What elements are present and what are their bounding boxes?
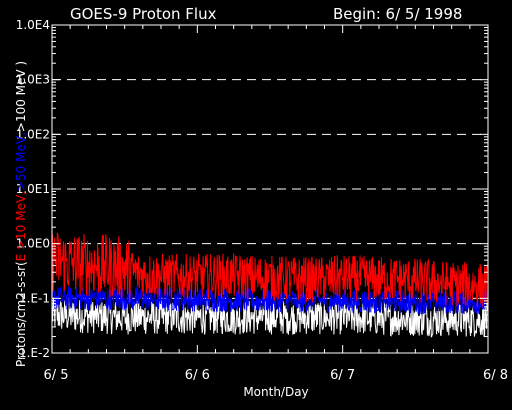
series-line-1	[51, 285, 489, 315]
y-tick-labels: 1.E-2 1.E-1 1.0E0 1.0E1 1.0E2 1.0E3 1.0E4	[16, 18, 50, 360]
x-tick-label: 6/ 6	[185, 368, 210, 383]
plot-frame	[51, 24, 489, 354]
y-tick-label: 1.E-2	[19, 346, 50, 360]
x-tick-label: 6/ 5	[43, 368, 68, 383]
y-axis-label-red: E >10 MeV,	[14, 191, 28, 261]
y-tick-label: 1.0E1	[16, 182, 50, 196]
chart-title: GOES-9 Proton Flux	[70, 5, 217, 23]
y-tick-label: 1.0E0	[16, 237, 50, 251]
y-axis-label-blue: >50 MeV,	[14, 132, 28, 191]
y-tick-label: 1.0E4	[16, 18, 50, 32]
y-axis-label: Protons/cm2-s-sr(E >10 MeV,>50 MeV,>100 …	[14, 61, 28, 367]
begin-date-label: Begin: 6/ 5/ 1998	[333, 5, 462, 23]
x-axis-label: Month/Day	[243, 385, 308, 399]
data-series	[51, 232, 489, 338]
series-line-0	[51, 232, 489, 308]
y-tick-label: 1.0E2	[16, 127, 50, 141]
x-tick-label: 6/ 7	[330, 368, 355, 383]
y-tick-label: 1.0E3	[16, 73, 50, 87]
y-axis-label-prefix: Protons/cm2-s-sr(	[14, 261, 28, 367]
y-tick-label: 1.E-1	[19, 291, 50, 305]
y-axis-label-white: >100 MeV )	[14, 61, 28, 132]
x-tick-labels: 6/ 5 6/ 6 6/ 7 6/ 8	[43, 368, 508, 383]
x-tick-label: 6/ 8	[483, 368, 508, 383]
